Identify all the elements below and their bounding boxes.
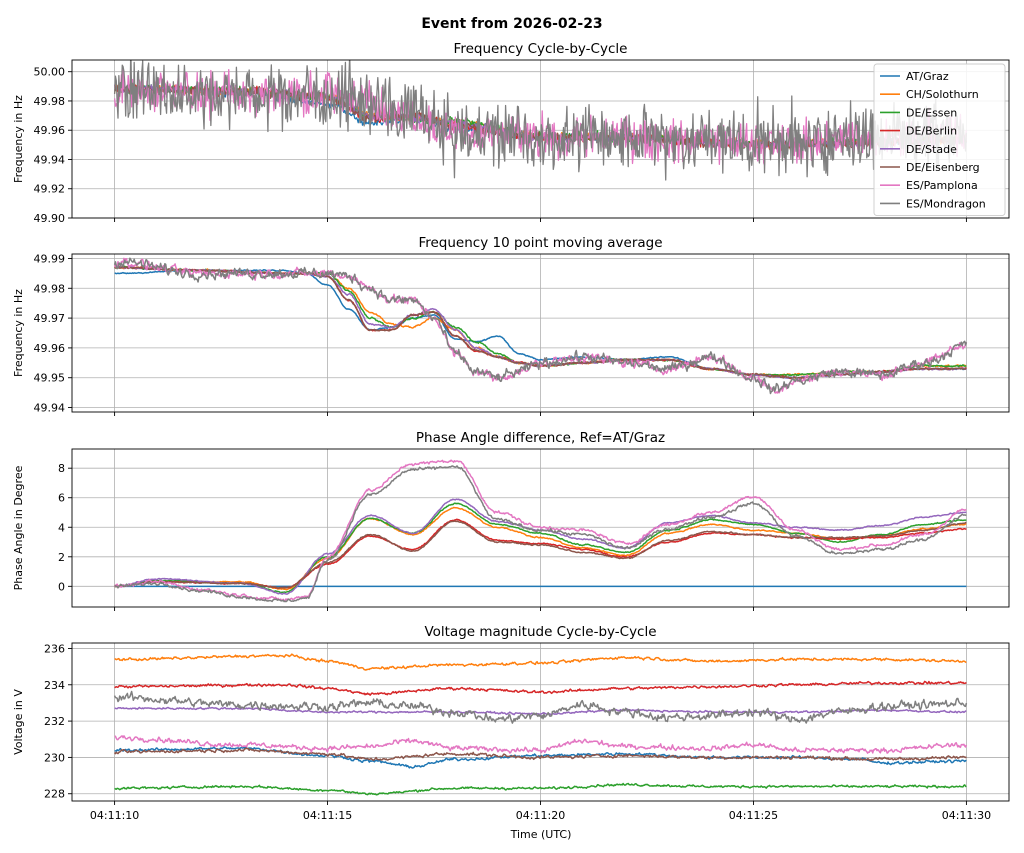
y-tick-label: 49.96	[34, 342, 66, 355]
series-group	[113, 60, 968, 181]
legend-entry: CH/Solothurn	[880, 88, 979, 101]
y-tick-label: 234	[44, 679, 65, 692]
series-line-es-mondragon	[113, 257, 968, 395]
y-tick-label: 50.00	[34, 66, 66, 79]
series-line-es-pamplona	[114, 735, 968, 754]
y-tick-label: 49.98	[34, 95, 66, 108]
legend-label: DE/Eisenberg	[906, 161, 980, 174]
y-tick-label: 232	[44, 715, 65, 728]
y-tick-label: 49.98	[34, 282, 66, 295]
series-line-de-essen	[114, 782, 967, 796]
panel-frequency-moving-average: Frequency 10 point moving average 49.94 49…	[12, 235, 1010, 416]
legend-entry: DE/Stade	[880, 143, 957, 156]
y-tick-label: 0	[58, 580, 65, 593]
y-tick-label: 49.96	[34, 124, 66, 137]
x-tick-label: 04:11:30	[942, 809, 991, 822]
y-tick-label: 49.99	[34, 252, 66, 265]
x-tick-label: 04:11:25	[729, 809, 778, 822]
legend: AT/Graz CH/Solothurn DE/Essen DE/Berlin DE/S…	[873, 63, 1006, 217]
y-axis-label: Phase Angle in Degree	[12, 465, 25, 590]
legend-entry: DE/Berlin	[880, 125, 957, 138]
legend-entry: ES/Pamplona	[880, 179, 978, 192]
y-tick-label: 49.94	[34, 402, 66, 415]
y-tick-label: 49.94	[34, 153, 66, 166]
legend-label: ES/Mondragon	[906, 197, 986, 210]
y-tick-label: 8	[58, 462, 65, 475]
series-group	[113, 459, 967, 603]
grid	[72, 643, 1009, 801]
panel-voltage-magnitude: Voltage magnitude Cycle-by-Cycle 228 230 23…	[12, 624, 1010, 822]
x-tick-label: 04:11:10	[90, 809, 139, 822]
y-tick-label: 2	[58, 551, 65, 564]
legend-label: DE/Stade	[906, 143, 957, 156]
legend-entry: AT/Graz	[880, 70, 949, 83]
series-line-de-stade	[114, 706, 967, 716]
series-line-es-mondragon	[113, 60, 968, 181]
y-tick-label: 4	[58, 521, 65, 534]
y-tick-label: 49.90	[34, 212, 66, 225]
legend-label: CH/Solothurn	[906, 88, 979, 101]
legend-label: ES/Pamplona	[906, 179, 978, 192]
legend-box	[873, 63, 1006, 217]
y-tick-label: 49.92	[34, 183, 66, 196]
x-tick-label: 04:11:20	[516, 809, 565, 822]
y-axis-label: Frequency in Hz	[12, 289, 25, 377]
y-tick-label: 236	[44, 642, 65, 655]
series-line-es-mondragon	[114, 465, 967, 603]
series-group	[113, 257, 968, 395]
x-axis-label: Time (UTC)	[510, 828, 572, 841]
series-line-de-eisenberg	[114, 520, 967, 589]
panel-title: Voltage magnitude Cycle-by-Cycle	[424, 624, 656, 640]
x-tick-label: 04:11:15	[303, 809, 352, 822]
legend-entry: DE/Essen	[880, 106, 957, 119]
series-group	[113, 653, 968, 796]
panel-title: Frequency Cycle-by-Cycle	[454, 41, 628, 57]
y-axis-label: Voltage in V	[12, 689, 25, 755]
panel-phase-angle: Phase Angle difference, Ref=AT/Graz 0 2 4 6 8…	[12, 430, 1010, 611]
panel-frequency-cycle: Frequency Cycle-by-Cycle 49.90 49.92 49.94 4…	[12, 41, 1010, 225]
series-line-de-stade	[114, 498, 967, 595]
panel-title: Phase Angle difference, Ref=AT/Graz	[416, 430, 665, 446]
legend-label: DE/Essen	[906, 106, 957, 119]
y-tick-label: 6	[58, 492, 65, 505]
series-line-de-eisenberg	[113, 747, 967, 762]
figure-suptitle: Event from 2026-02-23	[421, 16, 602, 32]
y-tick-label: 228	[44, 788, 65, 801]
panel-title: Frequency 10 point moving average	[418, 235, 662, 251]
series-line-de-berlin	[114, 680, 967, 696]
y-tick-label: 49.97	[34, 312, 66, 325]
grid	[72, 254, 1009, 412]
legend-entry: DE/Eisenberg	[880, 161, 980, 174]
series-line-es-mondragon	[113, 690, 968, 724]
legend-label: DE/Berlin	[906, 125, 957, 138]
series-line-ch-solothurn	[114, 653, 967, 671]
legend-label: AT/Graz	[906, 70, 949, 83]
series-line-at-graz	[114, 746, 967, 769]
y-axis-label: Frequency in Hz	[12, 95, 25, 183]
y-tick-label: 230	[44, 751, 65, 764]
legend-entry: ES/Mondragon	[880, 197, 986, 210]
series-line-es-pamplona	[113, 459, 967, 602]
y-tick-label: 49.95	[34, 372, 66, 385]
